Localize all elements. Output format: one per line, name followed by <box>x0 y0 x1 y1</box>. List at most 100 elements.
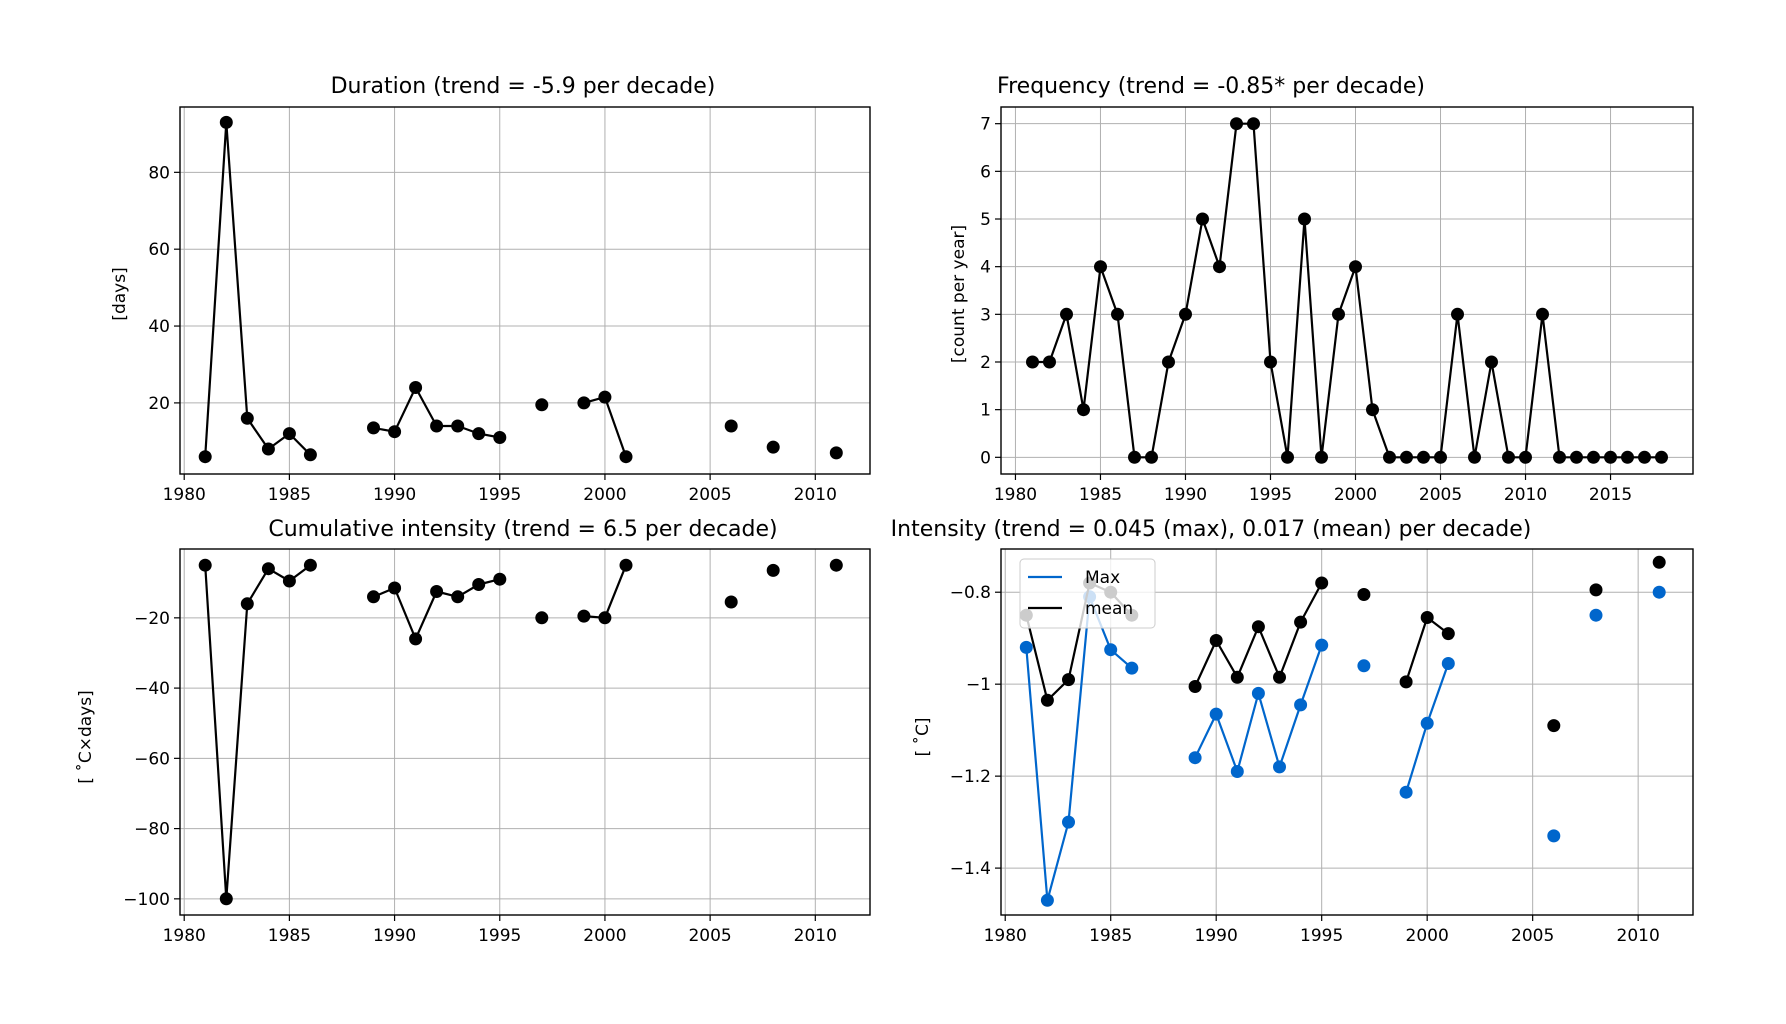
cumulative-intensity-series-0-point <box>261 562 275 576</box>
cumulative-intensity-tick-label-x: 1985 <box>268 926 311 946</box>
frequency-series-0-point <box>1145 450 1158 464</box>
frequency-tick-label-x: 1995 <box>1249 485 1292 505</box>
intensity-series-mean-point <box>1420 611 1434 624</box>
duration-series-0-point <box>472 427 486 441</box>
frequency-tick-label-y: 5 <box>980 210 991 230</box>
duration-series-0-point <box>240 411 254 425</box>
frequency-tick-label-y: 0 <box>980 448 991 468</box>
intensity-series-max-point <box>1230 765 1244 778</box>
panel-frequency: Frequency (trend = -0.85* per decade) [c… <box>949 74 1425 363</box>
frequency-series-0-point <box>1383 450 1396 464</box>
cumulative-intensity-tick-label-x: 2010 <box>794 926 837 946</box>
frequency-tick-label-y: 7 <box>980 115 991 135</box>
intensity-series-mean-point <box>1188 680 1202 693</box>
duration-series-0-point <box>303 448 317 462</box>
frequency-series-0-point <box>1570 450 1583 464</box>
frequency-series-0-point <box>1094 260 1107 274</box>
intensity-series-max-point <box>1589 608 1603 622</box>
cumulative-intensity-tick-label-y: −100 <box>123 890 170 910</box>
intensity-series-mean-point <box>1294 615 1308 629</box>
duration-series-0-point <box>282 427 296 441</box>
frequency-series-0-point <box>1468 450 1481 464</box>
intensity-tick-label-x: 1990 <box>1195 926 1238 946</box>
frequency-tick-label-y: 4 <box>980 258 991 278</box>
cumulative-intensity-plot-area: 1980 1985 1990 1995 2000 2005 2010 −100 −80 −60 −4… <box>123 548 871 946</box>
intensity-series-mean-point <box>1230 670 1244 684</box>
intensity-series-mean-point <box>1652 555 1666 569</box>
frequency-series-0-point <box>1128 450 1141 464</box>
panel-cumulative-intensity: Cumulative intensity (trend = 6.5 per de… <box>75 517 778 784</box>
intensity-series-mean-point <box>1357 588 1371 601</box>
intensity-series-max-point <box>1294 698 1308 712</box>
cumulative-intensity-series-0-point <box>766 563 780 577</box>
cumulative-intensity-tick-label-x: 2005 <box>688 926 731 946</box>
intensity-tick-label-x: 1995 <box>1300 926 1343 946</box>
frequency-series-0-point <box>1298 212 1311 226</box>
duration-series-0-point <box>493 431 507 444</box>
intensity-legend: Max mean <box>1019 558 1156 629</box>
frequency-tick-label-y: 3 <box>980 305 991 325</box>
intensity-series-mean-point <box>1399 675 1413 689</box>
intensity-series-max-point <box>1062 815 1075 829</box>
frequency-series-0-point <box>1638 450 1651 464</box>
duration-tick-label-x: 1985 <box>268 485 311 505</box>
frequency-series-0-point <box>1604 450 1617 464</box>
intensity-title: Intensity (trend = 0.045 (max), 0.017 (m… <box>891 517 1532 542</box>
frequency-series-0-point <box>1400 450 1413 464</box>
intensity-tick-label-y: −1.2 <box>950 767 991 787</box>
intensity-tick-label-y: −0.8 <box>950 583 991 603</box>
intensity-tick-label-x: 1980 <box>984 926 1027 946</box>
intensity-tick-label-x: 2000 <box>1406 926 1449 946</box>
frequency-tick-label-x: 2010 <box>1504 485 1547 505</box>
duration-ylabel: [days] <box>110 267 130 320</box>
cumulative-intensity-series-0-point <box>619 558 633 572</box>
cumulative-intensity-series-0-point <box>388 581 402 595</box>
intensity-series-max-point <box>1040 893 1054 907</box>
intensity-tick-label-x: 2005 <box>1511 926 1554 946</box>
cumulative-intensity-series-0-point <box>451 590 465 604</box>
cumulative-intensity-series-0-point <box>472 578 486 591</box>
frequency-axes-frame <box>1000 106 1694 475</box>
frequency-series-0-point <box>1162 355 1175 369</box>
frequency-series-0-point <box>1264 355 1277 369</box>
frequency-series-0-point <box>1077 403 1090 417</box>
frequency-tick-label-x: 1985 <box>1079 485 1122 505</box>
frequency-series-0-point <box>1655 450 1668 464</box>
frequency-series-0-point <box>1196 212 1209 226</box>
intensity-series-mean-point <box>1441 627 1455 641</box>
frequency-series-0-point <box>1366 403 1379 417</box>
duration-series-0-point <box>598 390 612 404</box>
intensity-series-max-point <box>1125 661 1139 675</box>
frequency-series-0-point <box>1587 450 1600 464</box>
intensity-series-max-point <box>1547 829 1561 843</box>
legend-mean-label: mean <box>1085 599 1133 619</box>
duration-series-0-point <box>577 396 591 410</box>
duration-series-0-point <box>409 381 423 394</box>
frequency-series-0-point <box>1553 450 1566 464</box>
frequency-ylabel: [count per year] <box>949 225 969 363</box>
duration-axes-frame <box>179 106 871 475</box>
cumulative-intensity-series-0-point <box>577 609 591 623</box>
intensity-series-max-point <box>1420 716 1434 730</box>
frequency-series-0-point <box>1026 355 1039 369</box>
cumulative-intensity-series-0-point <box>282 574 296 588</box>
duration-tick-label-x: 1980 <box>163 485 206 505</box>
intensity-series-mean-point <box>1547 719 1561 733</box>
frequency-tick-label-y: 1 <box>980 401 991 421</box>
frequency-series-0-point <box>1349 260 1362 274</box>
intensity-series-mean-point <box>1040 693 1054 707</box>
duration-tick-label-x: 2005 <box>688 485 731 505</box>
intensity-series-max-point <box>1652 585 1666 599</box>
cumulative-intensity-series-0-point <box>724 595 738 609</box>
panel-duration: Duration (trend = -5.9 per decade) [days… <box>110 74 715 321</box>
frequency-series-0-point <box>1111 307 1124 321</box>
cumulative-intensity-tick-label-y: −80 <box>134 820 170 840</box>
cumulative-intensity-series-0-point <box>303 558 317 572</box>
intensity-tick-label-x: 1985 <box>1089 926 1132 946</box>
cumulative-intensity-series-0-point <box>493 572 507 586</box>
duration-series-0-point <box>367 421 380 435</box>
duration-tick-label-y: 20 <box>148 394 170 414</box>
duration-tick-label-x: 1995 <box>478 485 521 505</box>
duration-series-0-point <box>619 450 633 464</box>
